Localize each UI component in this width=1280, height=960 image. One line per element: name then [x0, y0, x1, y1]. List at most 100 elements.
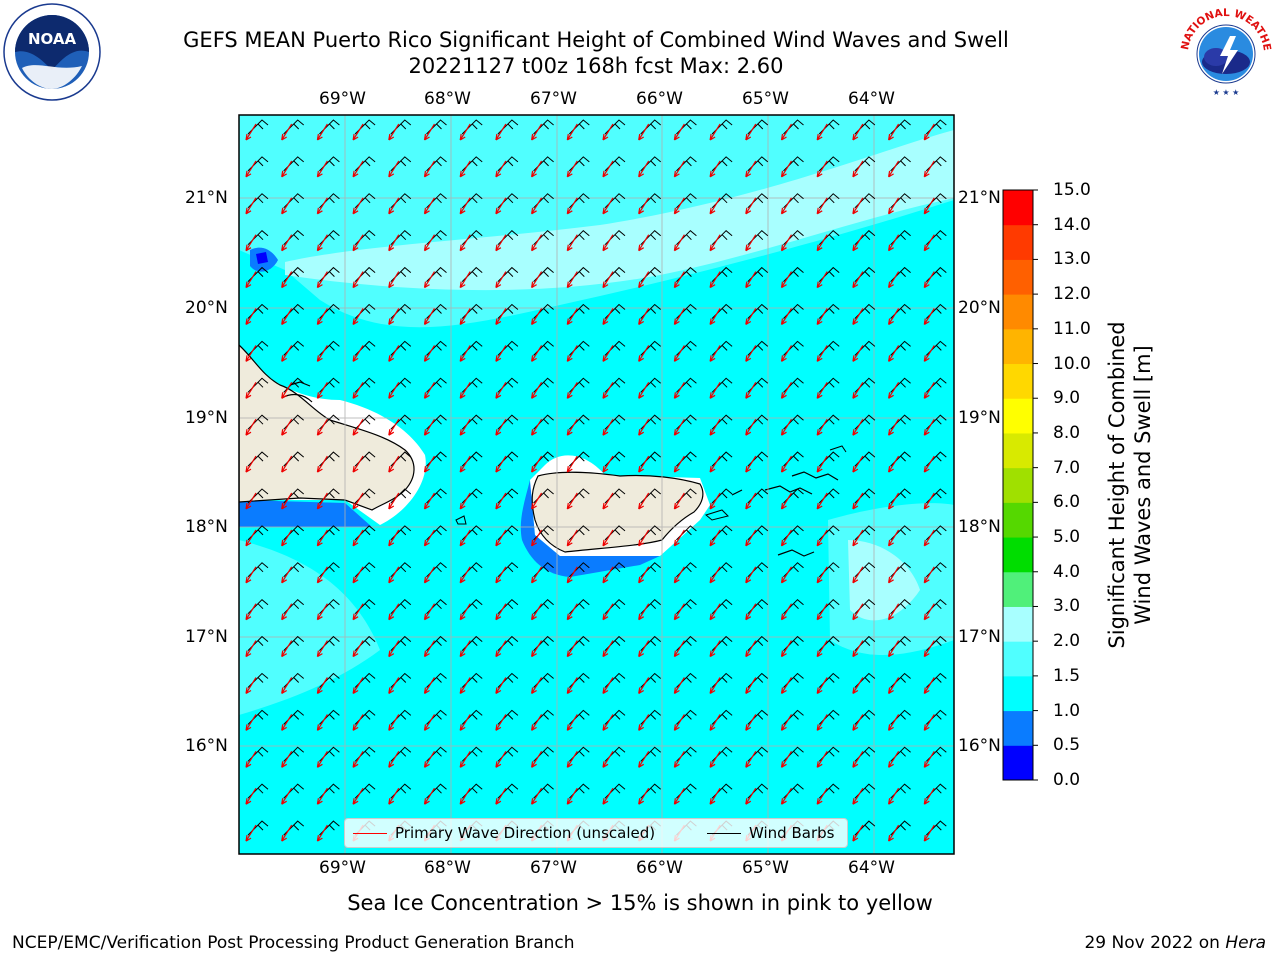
wave-arrow-270 — [602, 603, 614, 621]
wave-arrow-269 — [566, 603, 578, 621]
wave-arrow-107 — [495, 308, 507, 326]
lat-left-label-3: 18°N — [185, 517, 228, 537]
wave-arrow-129 — [566, 345, 578, 362]
wave-arrow-41 — [281, 197, 293, 215]
wave-arrow-94 — [745, 271, 757, 289]
wave-arrow-58 — [888, 197, 900, 215]
wave-arrow-5 — [423, 123, 436, 141]
wave-arrow-263 — [352, 603, 364, 621]
wave-arrow-181 — [281, 455, 293, 473]
wave-arrow-33 — [709, 160, 721, 178]
legend-wave-direction: Primary Wave Direction (unscaled) — [353, 823, 655, 843]
wave-arrow-286 — [459, 640, 471, 658]
wave-arrow-298 — [888, 640, 900, 658]
wave-arrow-148 — [531, 381, 543, 399]
lat-left-label-2: 19°N — [185, 408, 228, 428]
wave-arrow-378 — [888, 787, 900, 805]
wave-arrow-131 — [638, 345, 650, 362]
lat-left-label-1: 20°N — [185, 298, 228, 318]
wave-arrow-174 — [745, 418, 757, 436]
wave-arrow-313 — [709, 677, 721, 695]
wave-arrow-124 — [388, 345, 400, 362]
wave-arrow-237 — [852, 529, 864, 547]
wave-arrow-147 — [495, 381, 507, 399]
wave-arrow-106 — [459, 308, 471, 326]
wave-arrow-45 — [423, 197, 436, 215]
colorbar-tick-label-7: 5.0 — [1053, 527, 1081, 548]
plot-title: GEFS MEAN Puerto Rico Significant Height… — [183, 28, 1009, 52]
colorbar-tick-label-16: 14.0 — [1053, 214, 1091, 235]
wave-arrow-322 — [316, 714, 328, 731]
wave-arrow-17 — [852, 123, 864, 141]
colorbar-segment-15 — [1003, 224, 1033, 260]
wave-arrow-36 — [816, 160, 828, 178]
virgin-islands-coast — [764, 485, 813, 495]
wave-arrow-335 — [780, 714, 793, 731]
wave-arrow-66 — [459, 234, 471, 252]
wave-arrow-27 — [495, 160, 507, 178]
wave-arrow-112 — [673, 308, 685, 326]
wave-arrow-111 — [638, 308, 650, 326]
wave-arrow-369 — [566, 787, 578, 805]
wave-arrow-216 — [816, 492, 828, 510]
wave-arrow-38 — [888, 160, 900, 178]
wave-arrow-130 — [602, 345, 614, 362]
wave-arrow-31 — [638, 160, 650, 178]
wave-arrow-310 — [602, 677, 614, 695]
wave-height-2-3m-band — [285, 130, 954, 291]
wave-arrow-180 — [245, 455, 257, 473]
wave-arrow-100 — [245, 308, 257, 326]
wave-arrow-155 — [780, 381, 793, 399]
wave-arrow-327 — [495, 714, 507, 731]
wave-arrow-224 — [388, 529, 400, 547]
wave-arrow-108 — [531, 308, 543, 326]
colorbar-tick-label-0: 0.0 — [1053, 770, 1081, 790]
wave-arrow-86 — [459, 271, 471, 289]
colorbar-segment-14 — [1003, 259, 1033, 295]
lat-left-label-0: 21°N — [185, 188, 228, 208]
colorbar-tick-label-2: 1.0 — [1053, 700, 1081, 721]
wave-arrow-290 — [602, 640, 614, 658]
wave-arrow-166 — [459, 418, 471, 436]
wave-arrow-338 — [888, 714, 900, 731]
wave-arrow-306 — [459, 677, 471, 695]
lat-right-label-2: 19°N — [958, 408, 1001, 428]
wave-arrow-104 — [388, 308, 400, 326]
wave-arrow-91 — [638, 271, 650, 289]
wave-arrow-47 — [495, 197, 507, 215]
wave-arrow-169 — [566, 418, 578, 436]
wave-arrow-293 — [709, 640, 721, 658]
wave-arrow-35 — [780, 160, 793, 178]
colorbar-segment-12 — [1003, 328, 1033, 365]
wave-arrow-101 — [281, 308, 293, 326]
colorbar-tick-label-14: 12.0 — [1053, 284, 1091, 305]
wave-arrow-272 — [673, 603, 685, 621]
wave-arrow-262 — [316, 603, 328, 621]
wave-arrow-26 — [459, 160, 471, 178]
wave-arrow-278 — [888, 603, 900, 621]
wave-arrow-99 — [923, 271, 935, 289]
wave-arrow-215 — [780, 492, 793, 510]
wave-arrow-240 — [245, 566, 257, 584]
graticule — [239, 115, 954, 854]
wave-arrow-10 — [602, 123, 614, 141]
wave-arrow-24 — [388, 160, 400, 178]
wave-arrow-239 — [923, 529, 935, 547]
wave-arrow-200 — [245, 492, 257, 510]
wave-arrow-342 — [316, 750, 328, 768]
footer-producer: NCEP/EMC/Verification Post Processing Pr… — [12, 933, 575, 953]
wave-arrow-139 — [923, 345, 935, 362]
wave-arrow-236 — [816, 529, 828, 547]
wave-arrow-358 — [888, 750, 900, 768]
wave-arrow-188 — [531, 455, 543, 473]
wave-arrow-213 — [709, 492, 721, 510]
wave-arrow-123 — [352, 345, 364, 362]
wave-arrow-282 — [316, 640, 328, 658]
wave-arrow-44 — [388, 197, 400, 215]
wave-arrow-209 — [566, 492, 578, 510]
wave-arrow-304 — [388, 677, 400, 695]
wave-arrow-281 — [281, 640, 293, 658]
wave-arrow-53 — [709, 197, 721, 215]
wave-arrow-67 — [495, 234, 507, 252]
lat-right-label-4: 17°N — [958, 627, 1001, 647]
